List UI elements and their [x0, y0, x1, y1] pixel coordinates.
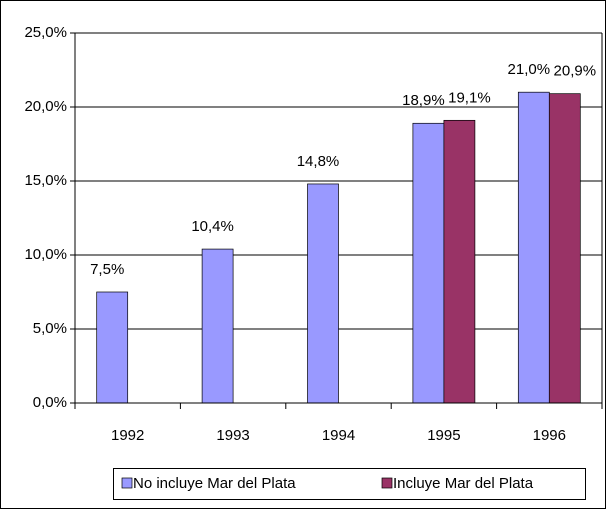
x-tick-label: 1995	[427, 427, 460, 444]
x-tick-label: 1996	[533, 427, 566, 444]
y-tick-label: 25,0%	[24, 24, 67, 41]
data-label: 19,1%	[448, 89, 491, 106]
x-tick-label: 1993	[216, 427, 249, 444]
bar	[548, 93, 581, 404]
data-label: 21,0%	[508, 61, 551, 78]
y-tick-label: 10,0%	[24, 246, 67, 263]
x-tick-label: 1994	[322, 427, 355, 444]
bar	[443, 119, 476, 404]
data-label: 7,5%	[90, 261, 124, 278]
bar	[517, 91, 550, 404]
bar	[307, 183, 339, 404]
legend-box	[113, 468, 586, 500]
data-label: 10,4%	[191, 218, 234, 235]
x-tick-label: 1992	[111, 427, 144, 444]
y-tick-label: 0,0%	[33, 394, 67, 411]
legend-swatch	[381, 477, 393, 489]
y-tick-label: 5,0%	[33, 320, 67, 337]
bar	[201, 248, 234, 404]
data-label: 20,9%	[554, 63, 597, 80]
legend-swatch	[121, 477, 133, 489]
data-label: 14,8%	[297, 153, 340, 170]
legend-label: No incluye Mar del Plata	[133, 475, 296, 492]
bar	[412, 122, 445, 404]
data-label: 18,9%	[402, 92, 445, 109]
y-tick-label: 20,0%	[24, 98, 67, 115]
y-tick-label: 15,0%	[24, 172, 67, 189]
legend-label: Incluye Mar del Plata	[393, 475, 534, 492]
bar	[96, 291, 129, 404]
